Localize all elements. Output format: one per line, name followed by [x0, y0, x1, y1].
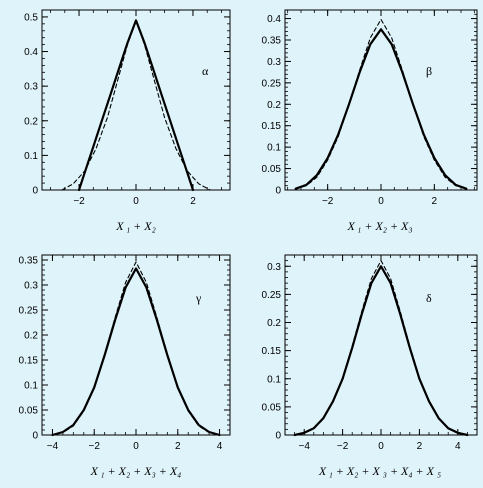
x-tick-label: 0 — [133, 196, 139, 207]
x-tick-label: −2 — [89, 441, 101, 452]
x-tick-label: 0 — [378, 196, 384, 207]
x-tick-label: −4 — [47, 441, 59, 452]
ticks: −4 −2 0 2 4 0 0.05 0.1 0.15 0.2 0.25 0.3 0.35 — [19, 254, 231, 452]
y-tick-label: 0.05 — [19, 406, 39, 417]
x-tick-label: −2 — [322, 196, 334, 207]
ticks: −2 0 2 0 0.1 0.2 0.3 0.4 0.5 — [24, 9, 230, 207]
ticks: −4 −2 0 2 4 0 0.05 0.1 0.15 0.2 0.25 0.3 — [262, 254, 478, 452]
y-tick-label: 0.25 — [262, 78, 282, 89]
series-dashed-line — [295, 18, 467, 190]
x-tick-label: 2 — [190, 196, 196, 207]
panel-label: β — [426, 64, 432, 78]
x-tick-label: 4 — [455, 441, 461, 452]
y-tick-label: 0 — [275, 186, 281, 197]
y-tick-label: 0.1 — [267, 374, 281, 385]
series-dashed-line — [61, 19, 211, 191]
y-tick-label: 0.2 — [24, 331, 38, 342]
panel-delta: −4 −2 0 2 4 0 0.05 0.1 0.15 0.2 0.25 0.3 δ X ₁ + X₂… — [262, 254, 478, 478]
y-tick-label: 0.05 — [262, 402, 282, 413]
x-tick-label: 2 — [432, 196, 438, 207]
y-tick-label: 0.35 — [262, 36, 282, 47]
panel-gamma: −4 −2 0 2 4 0 0.05 0.1 0.15 0.2 0.25 0.3 0.35 γ X ₁ … — [19, 254, 231, 478]
x-tick-label: 2 — [417, 441, 423, 452]
y-tick-label: 0.2 — [24, 116, 38, 127]
y-tick-label: 0.4 — [267, 14, 281, 25]
x-axis-label: X ₁ + X₂ + X ₃ + X₄ + X ₅ — [318, 464, 441, 478]
y-tick-label: 0.1 — [24, 381, 38, 392]
curves — [51, 261, 221, 437]
curves — [294, 18, 468, 190]
x-tick-label: −2 — [73, 196, 85, 207]
y-tick-label: 0.25 — [262, 290, 282, 301]
panel-label: α — [202, 64, 209, 78]
y-tick-label: 0.1 — [24, 151, 38, 162]
y-tick-label: 0.3 — [267, 262, 281, 273]
series-dashed-line — [51, 261, 221, 436]
y-tick-label: 0.3 — [24, 281, 38, 292]
panel-alpha: −2 0 2 0 0.1 0.2 0.3 0.4 0.5 α X ₁ + X₂ — [24, 9, 231, 233]
x-tick-label: −2 — [337, 441, 349, 452]
x-axis-label: X ₁ + X₂ — [115, 219, 156, 233]
y-tick-label: 0.15 — [262, 346, 282, 357]
y-tick-label: 0.15 — [262, 121, 282, 132]
y-tick-label: 0.4 — [24, 47, 38, 58]
x-tick-label: 0 — [133, 441, 139, 452]
y-tick-label: 0.05 — [262, 164, 282, 175]
y-tick-label: 0.3 — [24, 82, 38, 93]
y-tick-label: 0.25 — [19, 306, 39, 317]
y-tick-label: 0 — [32, 186, 38, 197]
series-solid-line — [51, 267, 221, 437]
x-tick-label: 2 — [175, 441, 181, 452]
x-axis-label: X ₁ + X₂ + X₃ + X₄ — [90, 464, 182, 478]
y-tick-label: 0.2 — [267, 318, 281, 329]
y-tick-label: 0.3 — [267, 57, 281, 68]
x-tick-label: −4 — [298, 441, 310, 452]
y-tick-label: 0 — [32, 431, 38, 442]
series-solid-line — [294, 28, 468, 190]
y-tick-label: 0.5 — [24, 12, 38, 23]
panel-beta: −2 0 2 0 0.05 0.1 0.15 0.2 0.25 0.3 0.35 0.4 β X ₁ … — [262, 9, 478, 233]
x-tick-label: 4 — [217, 441, 223, 452]
panel-label: γ — [195, 291, 202, 305]
x-axis-label: X ₁ + X₂ + X₃ — [346, 219, 412, 233]
ticks: −2 0 2 0 0.05 0.1 0.15 0.2 0.25 0.3 0.35 0.4 — [262, 9, 477, 207]
y-tick-label: 0.15 — [19, 356, 39, 367]
y-tick-label: 0 — [275, 431, 281, 442]
curves — [61, 19, 211, 192]
x-tick-label: 0 — [378, 441, 384, 452]
y-tick-label: 0.1 — [267, 143, 281, 154]
panel-label: δ — [426, 291, 432, 305]
y-tick-label: 0.35 — [19, 256, 39, 267]
y-tick-label: 0.2 — [267, 100, 281, 111]
